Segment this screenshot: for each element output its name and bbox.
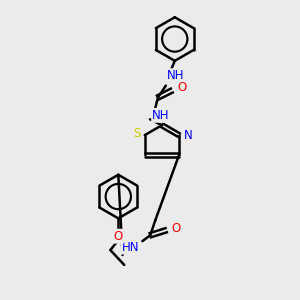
Text: O: O: [177, 81, 186, 94]
Text: HN: HN: [122, 241, 139, 254]
Text: O: O: [172, 222, 181, 235]
Text: O: O: [114, 230, 123, 243]
Text: S: S: [133, 127, 140, 140]
Text: N: N: [184, 129, 192, 142]
Text: NH: NH: [167, 69, 184, 82]
Text: NH: NH: [152, 109, 169, 122]
